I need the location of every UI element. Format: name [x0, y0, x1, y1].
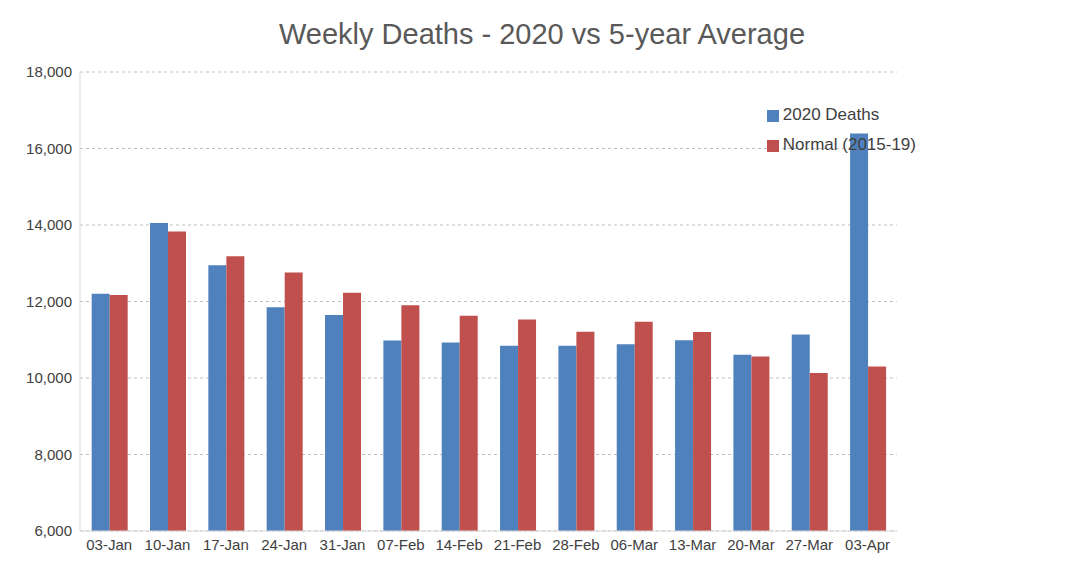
- svg-text:8,000: 8,000: [34, 446, 72, 463]
- svg-text:18,000: 18,000: [26, 63, 72, 80]
- svg-text:13-Mar: 13-Mar: [669, 536, 717, 553]
- svg-text:28-Feb: 28-Feb: [552, 536, 600, 553]
- html-text:2020 Deaths: 2020 Deaths: [782, 105, 880, 124]
- html-text:Normal (2015-19): Normal (2015-19): [782, 135, 916, 154]
- svg-text:31-Jan: 31-Jan: [320, 536, 366, 553]
- svg-text:12,000: 12,000: [26, 293, 72, 310]
- svg-text:16,000: 16,000: [26, 140, 72, 157]
- svg-text:03-Jan: 03-Jan: [86, 536, 132, 553]
- svg-text:6,000: 6,000: [34, 522, 72, 539]
- svg-text:10-Jan: 10-Jan: [145, 536, 191, 553]
- svg-text:20-Mar: 20-Mar: [727, 536, 775, 553]
- svg-text:14-Feb: 14-Feb: [435, 536, 483, 553]
- svg-text:24-Jan: 24-Jan: [261, 536, 307, 553]
- svg-text:10,000: 10,000: [26, 369, 72, 386]
- svg-text:06-Mar: 06-Mar: [610, 536, 658, 553]
- svg-text:27-Mar: 27-Mar: [785, 536, 833, 553]
- html-text:Weekly Deaths - 2020 vs 5-year: Weekly Deaths - 2020 vs 5-year Average: [279, 18, 805, 50]
- svg-text:07-Feb: 07-Feb: [377, 536, 425, 553]
- svg-text:21-Feb: 21-Feb: [494, 536, 542, 553]
- svg-text:17-Jan: 17-Jan: [203, 536, 249, 553]
- svg-text:03-Apr: 03-Apr: [845, 536, 890, 553]
- svg-text:14,000: 14,000: [26, 216, 72, 233]
